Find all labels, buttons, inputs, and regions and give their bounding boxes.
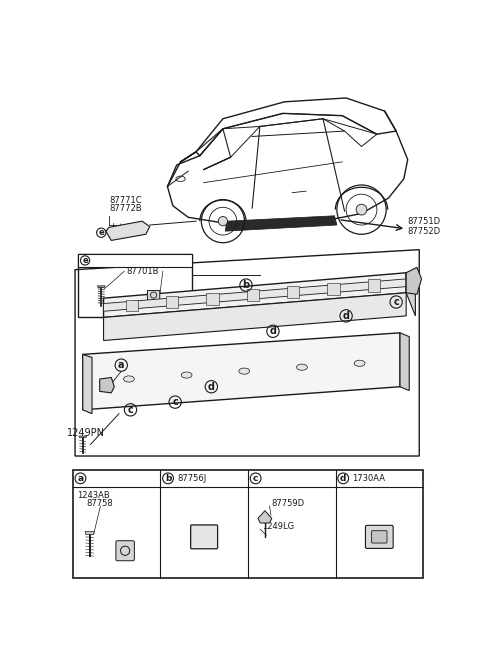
Text: 87756J: 87756J <box>177 474 206 483</box>
Text: 87751D
87752D: 87751D 87752D <box>408 217 441 236</box>
Polygon shape <box>247 289 259 301</box>
Text: e: e <box>98 228 104 237</box>
Circle shape <box>218 216 228 226</box>
Circle shape <box>356 204 367 215</box>
Polygon shape <box>406 270 415 316</box>
FancyBboxPatch shape <box>191 525 217 549</box>
Ellipse shape <box>239 368 250 374</box>
Text: b: b <box>242 280 250 290</box>
Text: d: d <box>208 382 215 392</box>
Text: a: a <box>118 360 124 370</box>
FancyBboxPatch shape <box>372 531 387 543</box>
Text: 1243HZ: 1243HZ <box>94 256 127 265</box>
Bar <box>73 470 423 578</box>
Polygon shape <box>104 279 406 311</box>
Ellipse shape <box>354 360 365 366</box>
Polygon shape <box>83 354 92 414</box>
Text: 87771C: 87771C <box>109 196 142 205</box>
Text: 1249PN: 1249PN <box>67 428 106 438</box>
Ellipse shape <box>181 372 192 378</box>
Polygon shape <box>287 286 300 298</box>
Polygon shape <box>406 268 421 295</box>
FancyBboxPatch shape <box>365 525 393 548</box>
Polygon shape <box>104 293 406 340</box>
FancyBboxPatch shape <box>116 541 134 561</box>
Polygon shape <box>368 279 380 291</box>
Text: 87758: 87758 <box>86 499 113 508</box>
Polygon shape <box>225 216 337 231</box>
Polygon shape <box>258 510 272 523</box>
Text: d: d <box>343 311 349 321</box>
Text: 1243AB: 1243AB <box>77 491 110 501</box>
Polygon shape <box>85 531 94 535</box>
Text: 1730AA: 1730AA <box>352 474 385 483</box>
Text: c: c <box>172 397 178 407</box>
Bar <box>78 255 192 318</box>
Polygon shape <box>106 221 150 240</box>
Text: d: d <box>340 474 347 483</box>
Text: 87772B: 87772B <box>109 204 142 213</box>
Polygon shape <box>147 291 160 304</box>
Text: 87701B: 87701B <box>126 267 158 276</box>
Text: 1249LG: 1249LG <box>262 522 294 531</box>
Polygon shape <box>100 377 114 393</box>
Polygon shape <box>400 333 409 390</box>
Polygon shape <box>126 300 138 311</box>
Polygon shape <box>327 283 340 295</box>
Text: c: c <box>128 405 133 415</box>
Polygon shape <box>79 436 86 438</box>
Polygon shape <box>75 250 419 456</box>
Text: c: c <box>253 474 258 483</box>
Text: d: d <box>269 326 276 337</box>
Polygon shape <box>97 286 105 287</box>
Polygon shape <box>83 333 400 410</box>
Text: c: c <box>393 297 399 307</box>
Bar <box>78 255 192 266</box>
Text: 87759D: 87759D <box>271 499 304 508</box>
Polygon shape <box>104 273 406 318</box>
Ellipse shape <box>123 376 134 382</box>
Polygon shape <box>166 297 178 308</box>
Text: a: a <box>77 474 84 483</box>
Ellipse shape <box>297 364 307 370</box>
Text: e: e <box>82 256 88 265</box>
Polygon shape <box>206 293 219 304</box>
Text: b: b <box>165 474 171 483</box>
